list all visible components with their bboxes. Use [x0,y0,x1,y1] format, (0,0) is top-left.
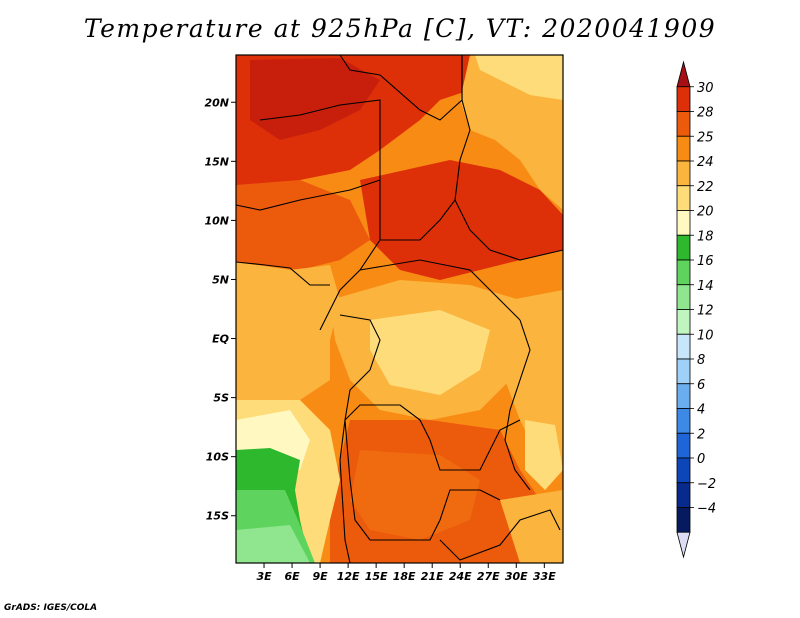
sahara-core [250,58,380,140]
lon-tick-label: 24E [449,570,472,583]
colorbar-bottom-arrow [676,531,691,559]
lat-tick-label: 5N [212,273,229,286]
latitude-axis: 20N 15N 10N 5N EQ 5S 10S 15S [204,96,236,523]
border-angola-namibia [344,419,501,541]
lat-tick-label: 15N [204,155,229,168]
namibia-light-green [236,525,310,563]
map-frame [235,54,564,564]
colorbar-label: −4 [697,502,716,517]
northeast-mild [475,55,563,100]
country-borders [235,54,564,564]
lon-tick-label: 27E [477,570,500,583]
colorbar-label: 6 [697,378,705,393]
longitude-axis: 3E 6E 9E 12E 15E 18E 21E 24E 27E 30E 33E [256,563,556,583]
grads-credit: GrADS: IGES/COLA [4,603,98,613]
colorbar-label: 28 [697,106,714,121]
colorbar-swatch [676,160,691,187]
border-nigeria-cameroon [319,180,381,331]
malawi-highlands [525,420,563,490]
border-gabon-congo [339,314,381,421]
lon-tick-label: 33E [533,570,556,583]
lat-tick-label: EQ [212,333,229,346]
colorbar-label: 4 [697,403,705,418]
lat-tick-label: 20N [204,96,229,109]
colorbar-swatch [676,358,691,385]
lon-tick-label: 21E [421,570,444,583]
colorbar-swatch [676,284,691,310]
colorbar-label: 12 [697,304,714,319]
lon-tick-label: 15E [365,570,388,583]
guinea-coast-region [236,262,340,400]
colorbar-label: 14 [697,279,714,294]
colorbar-label: 20 [697,205,714,220]
colorbar-swatch [676,408,691,434]
border-car-drc [359,259,521,321]
lat-tick-label: 15S [206,510,229,523]
colorbar-swatch [676,259,691,286]
border-coastline-west [235,261,330,286]
colorbar-label: 8 [697,353,705,368]
lon-tick-label: 12E [337,570,360,583]
colorbar-swatch [676,333,691,360]
congo-core-mild [370,310,490,395]
colorbar-swatch [676,457,691,484]
mozambique-region [500,490,563,563]
colorbar-label: 30 [697,81,714,96]
colorbar-label: 0 [697,452,705,467]
colorbar-swatch [676,432,691,459]
west-africa [236,180,370,270]
border-west-coast-south [339,419,351,564]
temperature-field [236,55,563,563]
colorbar-swatch [676,210,691,236]
lat-tick-label: 5S [213,392,229,405]
lon-tick-label: 6E [284,570,300,583]
sahel-hot-band [360,160,563,280]
colorbar-swatch [676,111,691,137]
colorbar-swatch [676,507,691,533]
border-south [439,509,561,561]
colorbar-label: 10 [697,328,714,343]
colorbar-top-arrow [676,60,691,88]
lon-tick-label: 18E [393,570,416,583]
colorbar-label: 16 [697,254,714,269]
colorbar-label: 22 [697,180,714,195]
colorbar-label: 18 [697,229,714,244]
colorbar-swatch [676,135,691,162]
lon-tick-label: 3E [256,570,272,583]
lat-tick-label: 10S [206,451,229,464]
colorbar-swatch [676,86,691,112]
colorbar-label: 2 [697,427,705,442]
map-title: Temperature at 925hPa [C], VT: 202004190… [83,14,717,43]
lon-tick-label: 30E [505,570,528,583]
colorbar-swatch [676,234,691,261]
border-east-lakes [504,319,531,491]
colorbar-swatch [676,185,691,211]
colorbar-swatch [676,482,691,508]
lon-tick-label: 9E [312,570,328,583]
colorbar-swatch [676,309,691,335]
colorbar-label: 24 [697,155,714,170]
colorbar-label: −2 [697,477,716,492]
zambia-hot-core [350,450,480,540]
colorbar-swatch [676,383,691,409]
border-chad-car [380,199,456,241]
colorbar-label: 25 [697,130,714,145]
lat-tick-label: 10N [204,214,229,227]
border-angola-drc-zambia [344,404,521,471]
